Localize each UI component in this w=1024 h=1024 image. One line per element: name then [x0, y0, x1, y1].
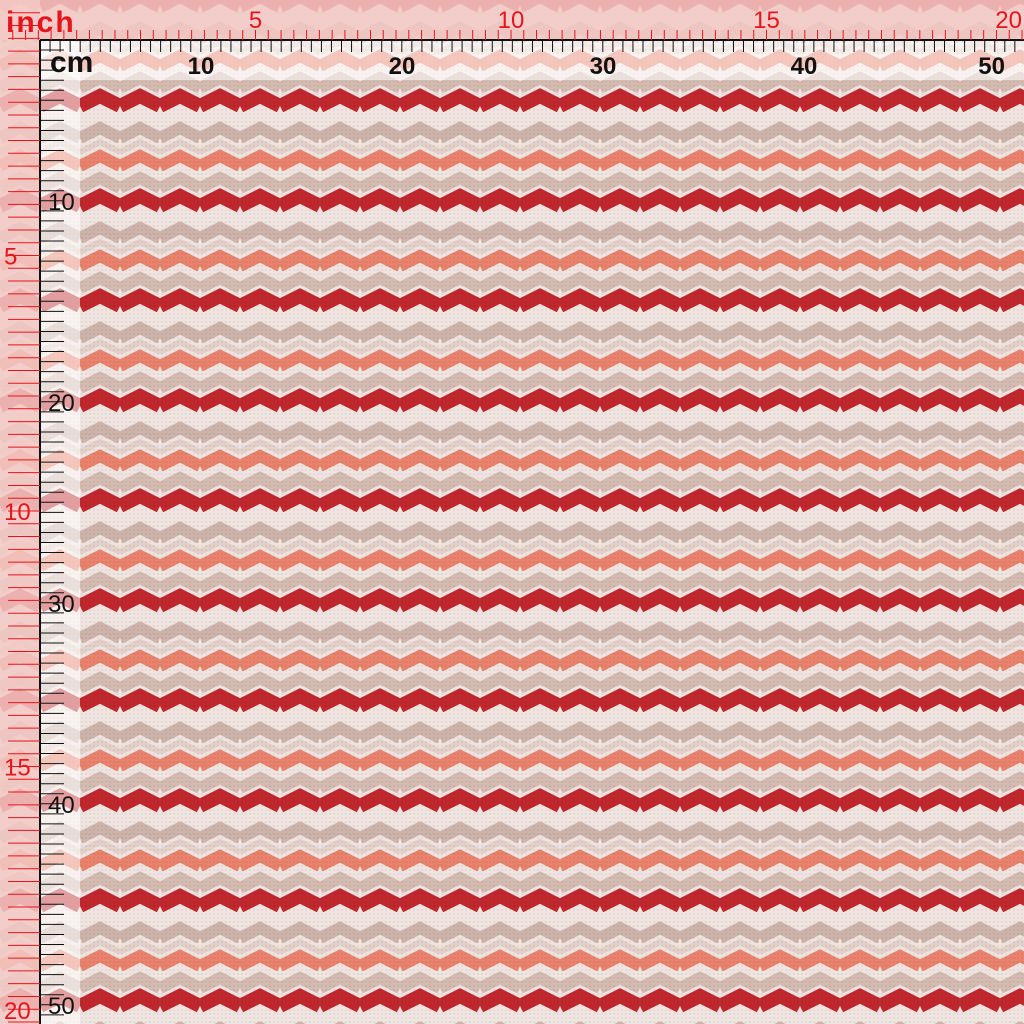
inch-label: 20: [4, 998, 31, 1024]
cm-label: 30: [48, 591, 75, 618]
cm-label: 20: [389, 53, 416, 80]
inch-label: 10: [4, 499, 31, 526]
cm-label: 40: [48, 792, 75, 819]
cm-label: 10: [188, 53, 215, 80]
inch-label: 5: [4, 244, 17, 271]
inch-label: 10: [498, 7, 525, 34]
inch-unit: inch: [6, 6, 76, 39]
cm-label: 50: [978, 53, 1005, 80]
cm-label: 40: [791, 53, 818, 80]
cm-unit: cm: [50, 46, 93, 79]
inch-label: 15: [4, 755, 31, 782]
inch-label: 15: [753, 7, 780, 34]
inch-label: 20: [995, 7, 1022, 34]
cm-label: 30: [590, 53, 617, 80]
inch-label: 5: [249, 7, 262, 34]
cm-label: 20: [48, 390, 75, 417]
inch-ruler-top: [0, 0, 1024, 40]
cm-label: 50: [48, 993, 75, 1020]
inch-ruler-left: [0, 0, 40, 1024]
cm-label: 10: [48, 189, 75, 216]
